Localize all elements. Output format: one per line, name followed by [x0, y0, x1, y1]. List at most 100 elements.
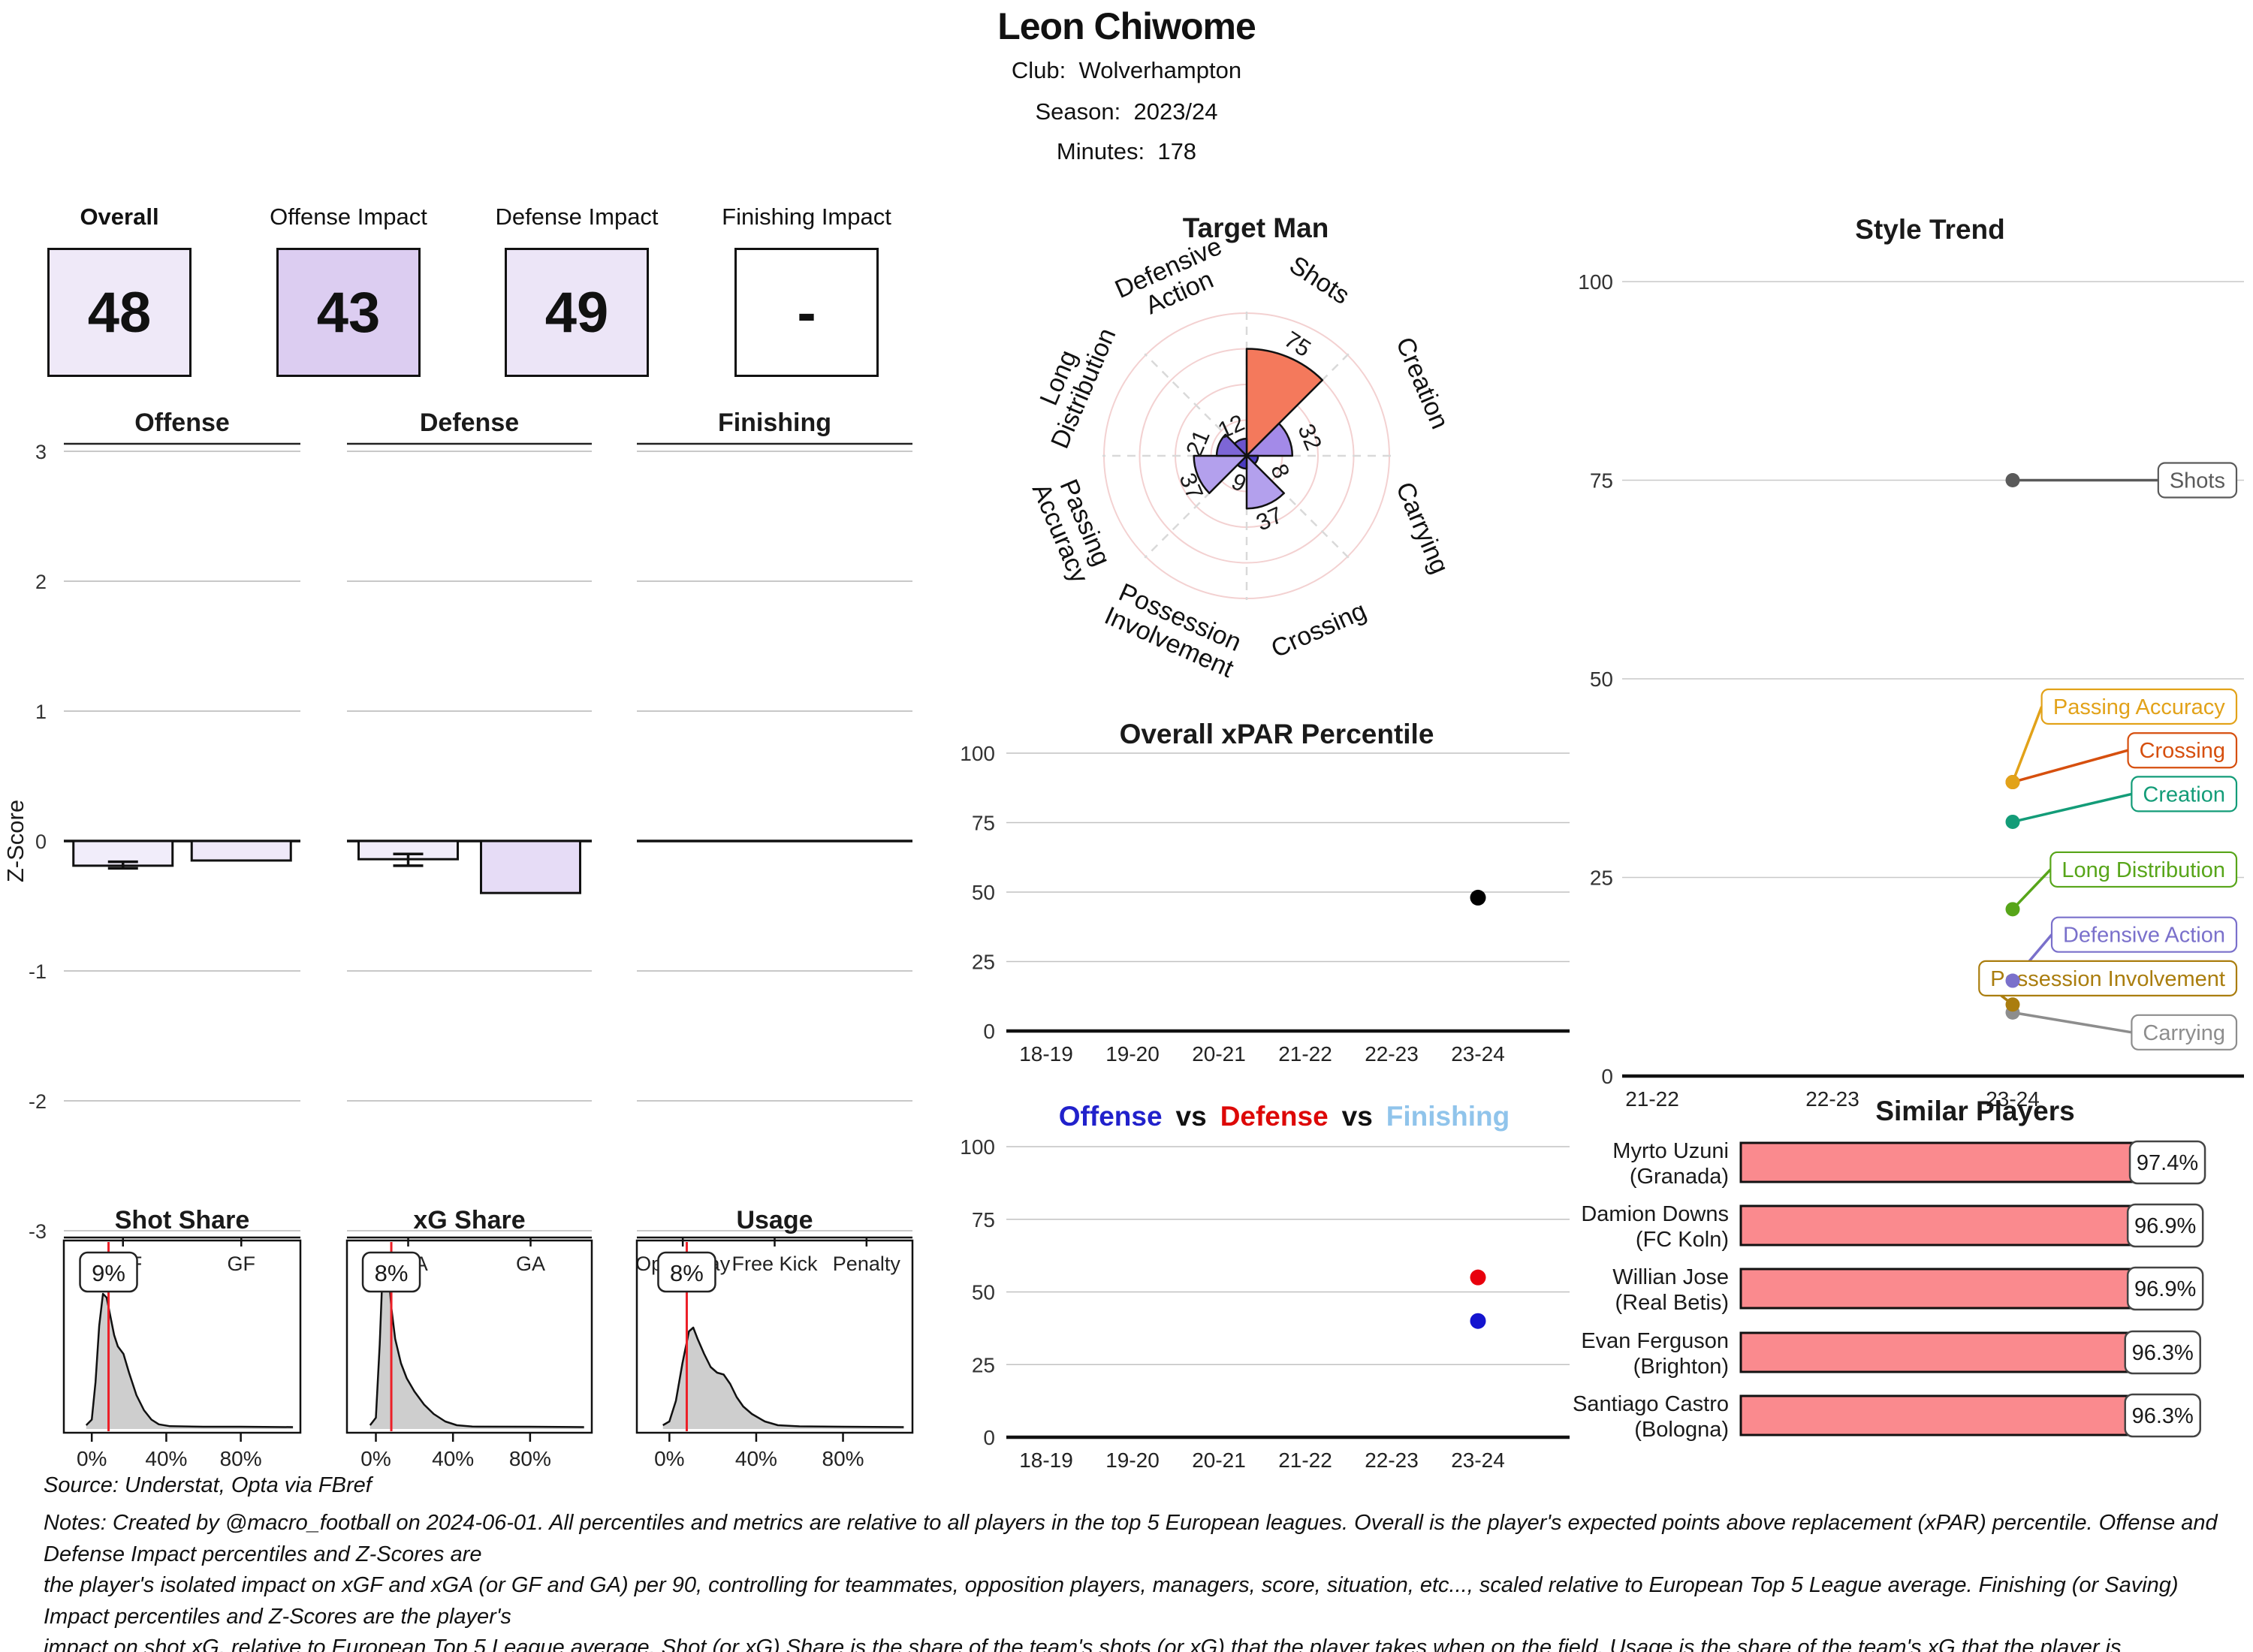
similarity-bar [1739, 1204, 2161, 1247]
series-label-box [2050, 916, 2238, 953]
rose-axis-label-line: Shots [1284, 251, 1355, 310]
zscore-charts: Z-Score 3 2 1 0 -1 -2 -3 OffensexGFGFDefensexGAG… [2, 408, 912, 1275]
x-tick-label: 22-23 [1365, 1449, 1419, 1472]
rose-wedge [1245, 454, 1285, 510]
series-dot [2005, 973, 2020, 988]
zscore-panel-title: Defense [420, 408, 519, 437]
polar-spoke [1144, 353, 1350, 559]
x-tick-label: 0% [360, 1447, 391, 1470]
rose-axis-label: Carrying [1390, 478, 1454, 577]
xpar-chart: 0 25 50 75 100 18-19 19-20 20-21 21-22 22-23 23-24… [960, 719, 1570, 1066]
y-tick-label: 100 [960, 1135, 995, 1159]
annotation-box [79, 1251, 138, 1293]
y-tick-label: 100 [1578, 270, 1613, 294]
x-tick-label: GF [228, 1253, 256, 1275]
zscore-y-tick: -3 [29, 1220, 47, 1243]
x-tick-label: 18-19 [1019, 1042, 1073, 1066]
y-tick-label: 100 [960, 742, 995, 765]
statbox-finishing-impact-value: - [797, 280, 816, 345]
statbox-overall: Overall 48 [47, 203, 192, 377]
zscore-y-axis-title: Z-Score [2, 800, 29, 882]
density-line [662, 1326, 904, 1428]
statbox-overall-label: Overall [80, 203, 159, 230]
label-connector [2012, 749, 2129, 784]
x-tick-label: Free Kick [731, 1253, 818, 1275]
page-title: Leon Chiwome [997, 5, 1256, 47]
series-label: Carrying [2143, 1021, 2225, 1045]
statbox-overall-value: 48 [87, 280, 152, 345]
data-point [1470, 889, 1486, 906]
rose-axis-label: Shots [1284, 251, 1355, 310]
zscore-panel-title: Offense [134, 408, 230, 437]
player-club: (Granada) [1630, 1165, 1729, 1189]
annotation-box [361, 1251, 421, 1293]
label-connector [2011, 868, 2052, 911]
zscore-panel-defense: DefensexGAGA [347, 408, 592, 1275]
statbox-finishing-impact: Finishing Impact - [722, 203, 891, 377]
x-tick-label: 19-20 [1105, 1042, 1160, 1066]
zscore-bar [190, 840, 292, 862]
rose-axis-label-line: Carrying [1390, 478, 1454, 577]
zscore-y-tick: 1 [35, 701, 47, 723]
offense-defense-finishing-chart: 0 25 50 75 100 18-19 19-20 20-21 21-22 22-23 23-24… [960, 1101, 1570, 1472]
x-tick-label: 40% [735, 1447, 777, 1470]
series-label: Defensive Action [2063, 924, 2225, 948]
similarity-value: 96.9% [2134, 1214, 2196, 1238]
annotation-value: 8% [375, 1260, 409, 1286]
zscore-y-tick: -1 [29, 960, 47, 983]
statbox-offense-impact-value: 43 [316, 280, 381, 345]
series-label-box [2157, 462, 2238, 499]
share-panel-title: xG Share [413, 1206, 525, 1234]
data-point [1470, 1269, 1486, 1286]
series-label-box [2131, 776, 2238, 812]
style-trend-title: Style Trend [1855, 214, 2004, 245]
share-panel-xg-share: xG Share 0% 40% 80% 8% [345, 1206, 593, 1470]
similarity-value-box [2124, 1393, 2201, 1438]
similarity-value-box [2128, 1140, 2206, 1185]
y-tick-label: 75 [972, 812, 995, 835]
similarity-value-box [2124, 1330, 2201, 1375]
similarity-bar [1739, 1331, 2158, 1373]
ovd-title: Offense vs Defense vs Finishing [1059, 1101, 1510, 1132]
footer-notes: Source: Understat, Opta via FBref Notes:… [44, 1473, 2229, 1652]
density-fill [662, 1328, 904, 1429]
statbox-offense-impact: Offense Impact 43 [270, 203, 427, 377]
similarity-value: 96.3% [2132, 1341, 2194, 1365]
rose-wedge [1245, 422, 1294, 457]
x-tick-label: 23-24 [1451, 1449, 1505, 1472]
zscore-y-tick: 2 [35, 571, 47, 593]
notes-line-3: impact on shot xG, relative to European … [44, 1635, 2122, 1652]
player-name: Damion Downs [1581, 1202, 1729, 1226]
series-dot [2005, 814, 2020, 829]
rose-axis-label: PossessionInvolvement [1100, 577, 1249, 683]
similarity-value: 96.9% [2134, 1277, 2196, 1301]
player-club: (Brighton) [1633, 1355, 1729, 1379]
rose-wedge-value: 32 [1292, 420, 1327, 454]
rose-axis-label-line: Creation [1390, 333, 1454, 433]
similar-players-chart: Similar Players Myrto Uzuni(Granada) 97.4%… [1573, 1096, 2206, 1442]
label-connector [2012, 1011, 2132, 1034]
x-tick-label: 40% [432, 1447, 474, 1470]
annotation-value: 9% [92, 1260, 125, 1286]
player-name: Santiago Castro [1573, 1392, 1729, 1416]
panel-border [635, 1239, 914, 1434]
series-label: Crossing [2140, 739, 2225, 763]
club-label: Club: [1011, 57, 1066, 83]
club-value: Wolverhampton [1078, 57, 1242, 83]
header-minutes-line: Minutes: 178 [0, 138, 2253, 165]
similar-players-title: Similar Players [1875, 1096, 2074, 1126]
series-label: Passing Accuracy [2053, 695, 2225, 719]
ovd-title-part: Offense [1059, 1101, 1163, 1132]
minutes-value: 178 [1157, 138, 1197, 164]
x-tick-label: 19-20 [1105, 1449, 1160, 1472]
series-label-box [2127, 732, 2238, 769]
minutes-label: Minutes: [1056, 138, 1145, 164]
series-dot [2005, 775, 2020, 790]
similarity-bar [1739, 1268, 2161, 1310]
rose-axis-label: Creation [1390, 333, 1454, 433]
y-tick-label: 25 [1590, 867, 1613, 890]
player-name: Myrto Uzuni [1612, 1139, 1729, 1163]
share-panel-title: Shot Share [115, 1206, 249, 1234]
